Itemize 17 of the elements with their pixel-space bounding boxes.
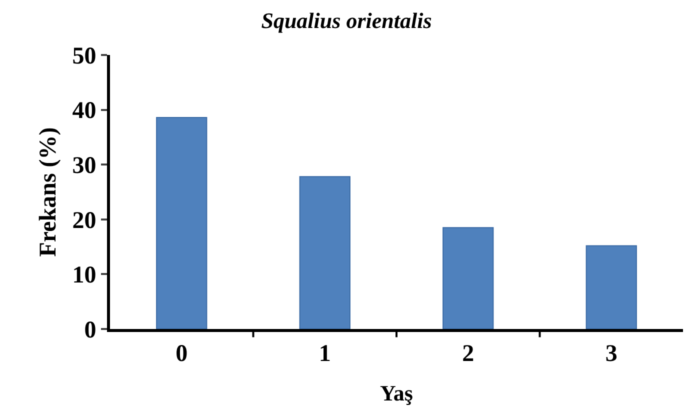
bar (299, 176, 350, 329)
y-tick-label: 50 (72, 43, 96, 70)
x-axis-title: Yaş (380, 380, 414, 406)
x-tick-label: 3 (605, 340, 618, 367)
x-tick-label: 1 (318, 340, 331, 367)
bar (442, 227, 494, 329)
y-tick-label: 30 (72, 153, 96, 179)
y-tick-label: 10 (72, 262, 96, 289)
y-tick-label: 40 (72, 98, 96, 124)
y-axis-title: Frekans (%) (35, 127, 62, 257)
bar (586, 245, 637, 329)
y-tick-label: 0 (84, 317, 96, 344)
chart-title: Squalius orientalis (261, 8, 432, 33)
y-tick-label: 20 (72, 208, 96, 234)
x-tick-label: 0 (176, 340, 188, 367)
x-tick-label: 2 (462, 340, 474, 367)
bar (156, 116, 208, 329)
